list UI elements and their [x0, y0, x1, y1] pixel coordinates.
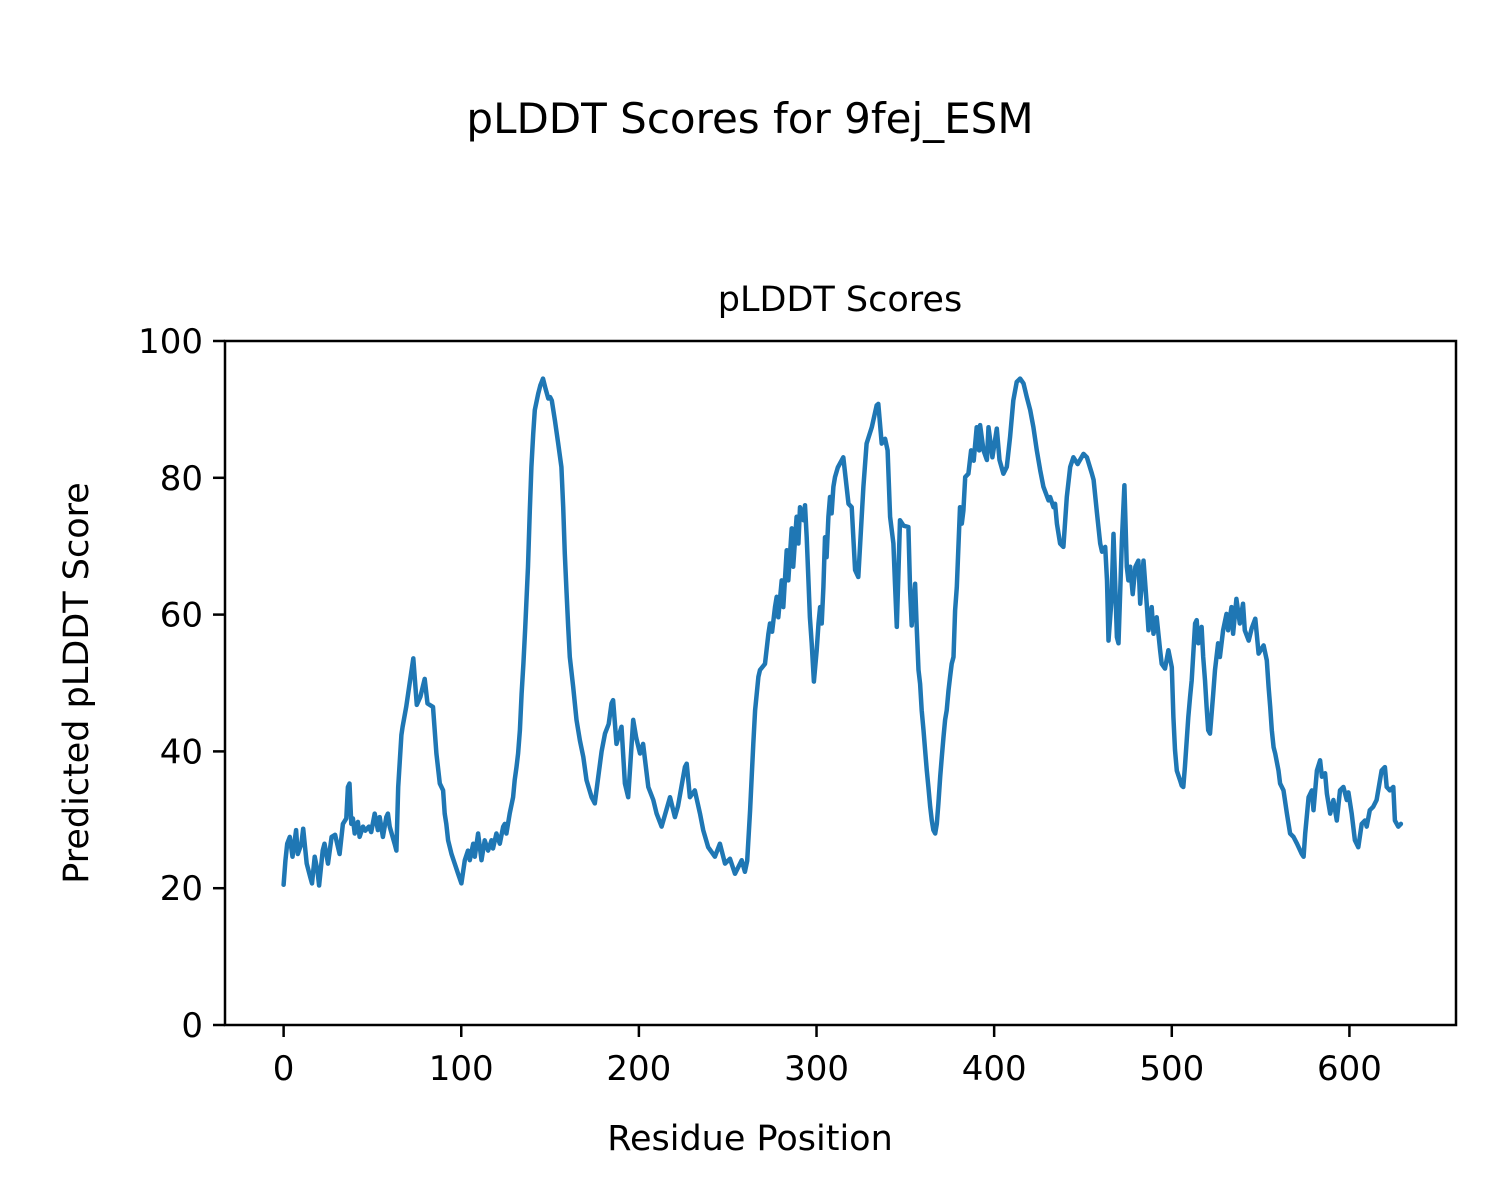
axes-title: pLDDT Scores	[718, 280, 962, 320]
y-axis-label: Predicted pLDDT Score	[57, 482, 97, 884]
y-tick-label: 60	[160, 596, 203, 636]
y-tick-label: 0	[181, 1006, 203, 1046]
figure-suptitle: pLDDT Scores for 9fej_ESM	[466, 94, 1033, 143]
x-axis-label: Residue Position	[607, 1119, 893, 1159]
plddt-line-series	[281, 376, 1404, 888]
y-axis-ticks: 0 20 40 60 80 100	[138, 322, 225, 1046]
x-tick-label: 500	[1139, 1049, 1204, 1089]
x-tick-label: 400	[962, 1049, 1027, 1089]
x-axis-ticks: 0 100 200 300 400 500 600	[273, 1025, 1382, 1089]
x-tick-label: 0	[273, 1049, 295, 1089]
x-tick-label: 200	[606, 1049, 671, 1089]
y-tick-label: 100	[138, 322, 203, 362]
x-tick-label: 300	[784, 1049, 849, 1089]
x-tick-label: 100	[429, 1049, 494, 1089]
x-tick-label: 600	[1317, 1049, 1382, 1089]
plddt-score-line	[281, 376, 1404, 888]
y-tick-label: 20	[160, 869, 203, 909]
y-tick-label: 80	[160, 459, 203, 499]
axes-frame	[223, 339, 1458, 1027]
y-tick-label: 40	[160, 732, 203, 772]
